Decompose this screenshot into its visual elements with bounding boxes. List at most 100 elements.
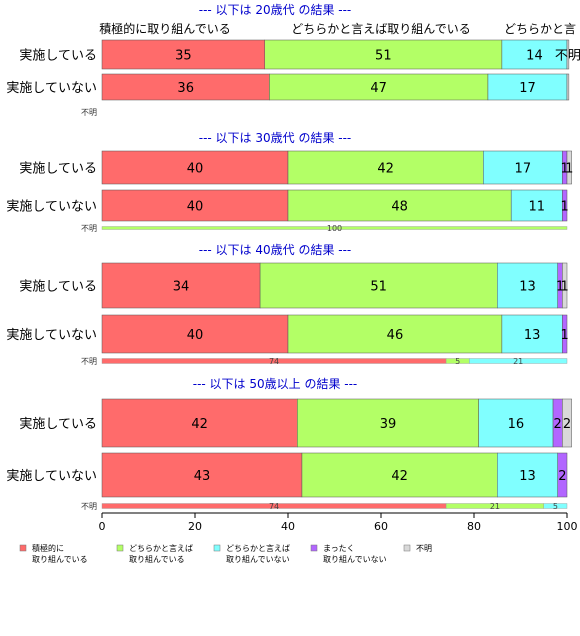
unknown-row-label: 不明 [81, 224, 97, 233]
bar-segment [101, 189, 289, 222]
unknown-data-label: 5 [455, 357, 460, 366]
x-tick-label: 0 [99, 520, 106, 533]
data-label: 1 [561, 200, 569, 215]
x-tick-label: 40 [281, 520, 295, 533]
bar-segment [301, 452, 498, 498]
data-label: 46 [387, 328, 404, 343]
category-header-label: どちらかと言 [504, 22, 576, 36]
data-label: 11 [529, 200, 546, 215]
bar-segment [287, 314, 503, 354]
legend-swatch [19, 544, 27, 552]
row-label: 実施していない [6, 327, 97, 343]
data-label: 34 [173, 280, 190, 295]
x-tick-label: 20 [188, 520, 202, 533]
bar-segment [259, 262, 498, 309]
bar-segment [566, 39, 570, 70]
bar-segment [510, 189, 563, 222]
data-label: 13 [524, 328, 541, 343]
data-label: 51 [375, 49, 392, 64]
x-tick-label: 100 [557, 520, 578, 533]
data-label: 1 [556, 280, 564, 295]
data-label: 1 [561, 280, 569, 295]
bar-segment [566, 150, 572, 185]
unknown-bar-segment [543, 503, 568, 509]
row-label: 実施している [19, 279, 97, 295]
panel-title: --- 以下は 40歳代 の結果 --- [199, 243, 352, 257]
legend-swatch [116, 544, 124, 552]
bar-segment [562, 314, 568, 354]
legend-label: 取り組んでいる [32, 554, 88, 564]
bar-segment [101, 39, 265, 70]
data-label: 16 [508, 417, 525, 432]
data-label: 13 [519, 280, 536, 295]
data-label: 47 [370, 81, 387, 96]
unknown-data-label: 21 [490, 502, 500, 511]
unknown-data-label: 21 [513, 357, 523, 366]
data-label: 40 [187, 328, 204, 343]
unknown-data-label: 74 [269, 502, 279, 511]
legend-swatch [310, 544, 318, 552]
bar-segment [287, 189, 512, 222]
data-label: 2 [558, 469, 566, 484]
bar-segment [562, 189, 568, 222]
bar-segment [497, 262, 558, 309]
bar-segment [101, 452, 303, 498]
legend-swatch [213, 544, 221, 552]
row-label: 実施している [19, 416, 97, 432]
panel-title: --- 以下は 30歳代 の結果 --- [199, 131, 352, 145]
data-label: 48 [391, 200, 408, 215]
data-label: 51 [370, 280, 387, 295]
bar-segment [483, 150, 563, 185]
legend-label: 取り組んでいない [226, 554, 290, 564]
panel-title: --- 以下は 50歳以上 の結果 --- [193, 377, 358, 391]
category-header-label: どちらかと言えば取り組んでいる [291, 22, 470, 36]
row-label: 実施している [19, 161, 97, 177]
panel-title: --- 以下は 20歳代 の結果 --- [199, 3, 352, 17]
bar-segment [501, 39, 568, 70]
bar-segment [269, 73, 489, 101]
bar-segment [487, 73, 568, 101]
legend-label: どちらかと言えば [226, 543, 290, 553]
data-label: 14 [526, 49, 543, 64]
bar-segment [497, 452, 558, 498]
data-label: 40 [187, 200, 204, 215]
bar-segment [478, 398, 554, 448]
row-label: 実施していない [6, 80, 97, 96]
data-label: 不明 [555, 49, 580, 64]
data-label: 17 [515, 162, 532, 177]
data-label: 43 [194, 469, 211, 484]
bar-segment [101, 150, 289, 185]
legend-label: どちらかと言えば [129, 543, 193, 553]
data-label: 17 [519, 81, 536, 96]
bar-segment [101, 262, 261, 309]
unknown-data-label: 74 [269, 357, 279, 366]
data-label: 1 [561, 328, 569, 343]
legend-label: 取り組んでいない [323, 554, 387, 564]
data-label: 2 [554, 417, 562, 432]
bar-segment [562, 398, 572, 448]
unknown-row-label: 不明 [81, 108, 97, 117]
bar-segment [501, 314, 563, 354]
row-label: 実施している [19, 48, 97, 64]
unknown-data-label: 5 [553, 502, 558, 511]
unknown-bar-segment [101, 226, 568, 230]
data-label: 40 [187, 162, 204, 177]
legend-label: 取り組んでいる [129, 554, 185, 564]
data-label: 2 [563, 417, 571, 432]
bar-segment [101, 314, 289, 354]
bar-segment [264, 39, 503, 70]
data-label: 13 [519, 469, 536, 484]
legend-label: まったく [323, 544, 355, 553]
data-label: 42 [377, 162, 394, 177]
data-label: 36 [177, 81, 194, 96]
unknown-row-label: 不明 [81, 357, 97, 366]
data-label: 1 [565, 162, 573, 177]
data-label: 42 [391, 469, 408, 484]
category-header-label: 積極的に取り組んでいる [99, 21, 230, 36]
bar-segment [287, 150, 484, 185]
bar-segment [562, 262, 568, 309]
unknown-bar-segment [469, 358, 568, 364]
legend-label: 積極的に [32, 543, 64, 553]
bar-segment [566, 73, 570, 101]
